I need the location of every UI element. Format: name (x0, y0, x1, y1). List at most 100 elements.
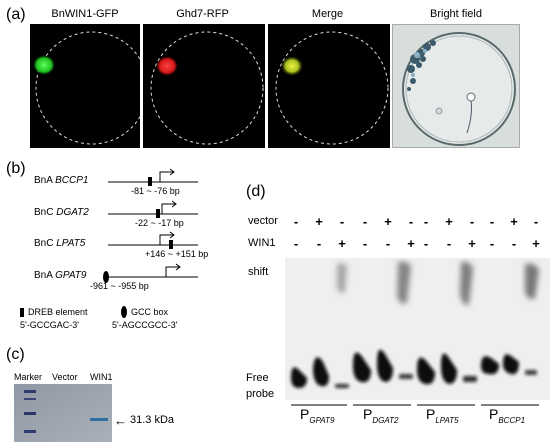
gene-label-bccp1: BnA BCCP1 (34, 175, 89, 186)
gene-prefix: BnC (34, 238, 57, 249)
shift-band-dgat2 (397, 261, 411, 304)
sign: - (423, 236, 429, 251)
sign: + (532, 236, 540, 251)
lane-label-win1: WIN1 (90, 372, 113, 382)
dreb-legend-seq: 5'-GCCGAC-3' (20, 320, 79, 330)
panel-a-letter: (a) (6, 6, 26, 23)
range-bccp1: -81 ~ -76 bp (131, 186, 180, 196)
band-arrow: ← (114, 413, 127, 428)
free-probe-band (353, 352, 371, 383)
sds-page-gel (14, 384, 112, 442)
rfp-micrograph (143, 24, 265, 148)
shift-label: shift (248, 266, 269, 278)
panel-a-title-merge: Merge (311, 8, 344, 20)
free-probe-band (503, 354, 519, 375)
marker-band (24, 390, 36, 393)
free-probe-band (399, 374, 413, 379)
gene-prefix: BnA (34, 175, 56, 186)
promoter-diagram (103, 168, 198, 283)
dreb-element-marker (156, 209, 160, 218)
sign: + (338, 236, 346, 251)
free-probe-band (313, 357, 329, 387)
panel-a-title-gfp: BnWIN1-GFP (51, 8, 119, 20)
probe-brackets (291, 404, 539, 406)
gcc-legend-label: GCC box (131, 307, 169, 317)
range-gpat9: -961 ~ -955 bp (90, 281, 149, 291)
panel-d-letter: (d) (246, 183, 266, 200)
probe-p: P (363, 406, 373, 422)
free-probe-band (525, 370, 537, 375)
tss-arrow (161, 203, 176, 214)
shift-band-lpat5 (460, 261, 473, 305)
probe-sub: DGAT2 (372, 415, 399, 425)
sign: + (445, 214, 453, 229)
dreb-legend-symbol (20, 308, 24, 317)
sign: - (385, 236, 391, 251)
row-label-win1: WIN1 (248, 237, 276, 249)
gcc-legend-symbol (121, 306, 127, 318)
probe-p: P (426, 406, 436, 422)
sign: - (533, 214, 539, 229)
probe-label-lpat5: PLPAT5 (426, 406, 459, 425)
dreb-element-marker (169, 240, 173, 249)
free-probe-band (481, 356, 499, 375)
tss-arrow (159, 171, 174, 182)
probe-label-gpat9: PGPAT9 (300, 406, 334, 425)
sign: + (315, 214, 323, 229)
tss-arrow (165, 266, 180, 277)
sign: - (423, 214, 429, 229)
dreb-legend-label: DREB element (28, 307, 88, 317)
free-probe-band (463, 376, 477, 382)
probe-p: P (300, 406, 310, 422)
gcc-box-marker (103, 271, 109, 283)
win1-band (90, 418, 108, 421)
gene-label-lpat5: BnC LPAT5 (34, 238, 85, 249)
sign: - (446, 236, 452, 251)
gene-name: DGAT2 (56, 207, 89, 218)
gene-name: GPAT9 (55, 270, 87, 281)
probe-p: P (489, 406, 499, 422)
legend-symbols (20, 306, 127, 318)
marker-band (24, 430, 36, 433)
tss-arrow (159, 234, 174, 245)
shift-band-bccp1 (525, 263, 539, 300)
free-probe-band (335, 384, 349, 388)
free-probe-band (417, 357, 435, 385)
marker-band (24, 412, 36, 415)
free-probe-band (291, 367, 307, 388)
sign: - (293, 214, 299, 229)
probe-sub: LPAT5 (435, 415, 459, 425)
range-lpat5: +146 ~ +151 bp (145, 249, 209, 259)
sign: - (511, 236, 517, 251)
sign: - (293, 236, 299, 251)
marker-band (24, 398, 36, 400)
row-label-vector: vector (248, 215, 278, 227)
gene-name: BCCP1 (55, 175, 89, 186)
sign: + (468, 236, 476, 251)
range-dgat2: -22 ~ -17 bp (135, 218, 184, 228)
sign: + (407, 236, 415, 251)
gcc-legend-seq: 5'-AGCCGCC-3' (112, 320, 178, 330)
sign: - (339, 214, 345, 229)
gene-name: LPAT5 (56, 238, 86, 249)
sign: - (362, 236, 368, 251)
sign: - (469, 214, 475, 229)
probe-label-dgat2: PDGAT2 (363, 406, 398, 425)
gfp-micrograph (30, 24, 140, 148)
band-size-label: 31.3 kDa (130, 414, 175, 426)
merge-micrograph (268, 24, 390, 148)
sign: + (384, 214, 392, 229)
lane-label-marker: Marker (14, 372, 43, 382)
sign: - (316, 236, 322, 251)
gene-label-gpat9: BnA GPAT9 (34, 270, 86, 281)
sign: - (489, 236, 495, 251)
emsa-gel (285, 258, 550, 400)
shift-band-gpat9 (337, 263, 347, 294)
lane-label-vector: Vector (52, 372, 78, 382)
probe-sub: GPAT9 (309, 415, 335, 425)
gene-prefix: BnC (34, 207, 57, 218)
gene-prefix: BnA (34, 270, 56, 281)
sign: - (408, 214, 414, 229)
free-probe-band (441, 353, 457, 384)
gene-label-dgat2: BnC DGAT2 (34, 207, 89, 218)
